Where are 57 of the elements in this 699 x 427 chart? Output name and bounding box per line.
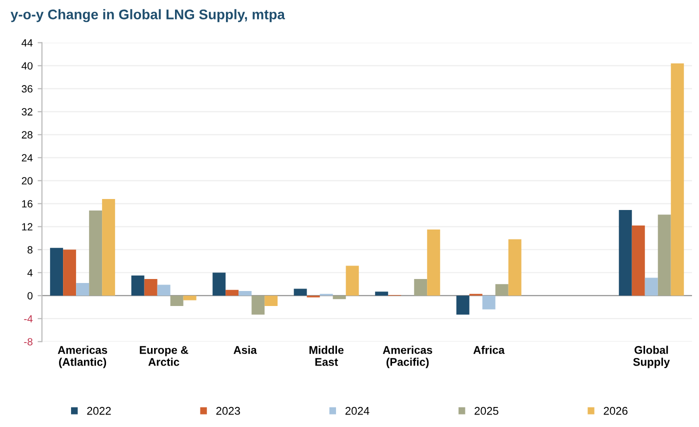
legend-label: 2024	[345, 406, 370, 415]
y-tick-label: 4	[27, 269, 33, 276]
y-tick-label: 12	[22, 223, 32, 230]
bar	[131, 275, 144, 296]
bar	[332, 296, 346, 300]
y-tick-label: 24	[22, 154, 33, 162]
bar	[50, 248, 64, 296]
chart-title: y-o-y Change in Global LNG Supply, mtpa	[10, 9, 286, 22]
bar	[157, 284, 170, 296]
bar	[252, 296, 265, 315]
bar	[618, 210, 632, 296]
bar	[375, 292, 388, 296]
bar	[495, 284, 508, 296]
y-tick-label: 28	[22, 131, 32, 139]
y-tick-label: 40	[22, 62, 33, 70]
y-tick-label: -8	[24, 338, 32, 346]
legend-label: 2025	[474, 406, 498, 415]
legend-label: 2026	[604, 406, 628, 415]
y-tick-label: 32	[22, 108, 32, 116]
bar	[226, 290, 239, 296]
bar	[102, 199, 116, 296]
bar	[508, 239, 522, 296]
bar	[658, 214, 671, 296]
x-tick-label: Americas (Pacific)	[382, 346, 432, 368]
y-tick-label: 0	[28, 292, 33, 300]
bar	[456, 296, 470, 315]
y-tick-label: -4	[24, 315, 33, 322]
y-tick-label: 44	[22, 39, 33, 46]
x-tick-label: Europe & Arctic	[140, 346, 188, 366]
y-tick-label: 36	[22, 85, 32, 93]
bar	[264, 296, 278, 306]
bar	[427, 230, 440, 296]
bar	[632, 225, 645, 296]
bar	[346, 266, 359, 296]
bar	[212, 272, 226, 296]
bar	[76, 282, 90, 296]
y-tick-label: 20	[22, 177, 33, 185]
x-tick-label: Global Supply	[633, 346, 670, 368]
bar	[89, 210, 102, 296]
y-tick-label: 8	[28, 246, 32, 254]
bar	[670, 63, 684, 296]
x-tick-label: Africa	[473, 346, 505, 354]
bar	[170, 296, 184, 306]
bar	[183, 296, 196, 300]
x-tick-label: Americas (Atlantic)	[58, 346, 108, 368]
bar	[294, 288, 307, 296]
x-tick-label: Asia	[234, 346, 257, 354]
bar	[644, 278, 658, 296]
bar	[414, 278, 428, 296]
bar	[238, 291, 252, 296]
legend-label: 2023	[216, 406, 240, 415]
legend-label: 2022	[87, 406, 111, 415]
y-tick-label: 16	[22, 200, 32, 208]
bar	[482, 296, 496, 310]
x-tick-label: Middle East	[310, 346, 344, 366]
bar	[63, 250, 76, 296]
bar	[144, 278, 158, 296]
